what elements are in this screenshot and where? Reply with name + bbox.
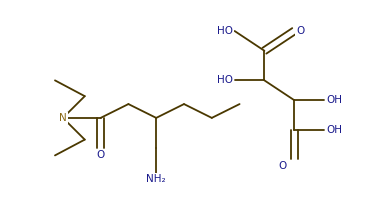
Text: O: O: [96, 150, 105, 160]
Text: HO: HO: [217, 26, 233, 36]
Text: OH: OH: [326, 125, 342, 135]
Text: N: N: [59, 113, 67, 123]
Text: O: O: [296, 26, 304, 36]
Text: HO: HO: [217, 75, 233, 85]
Text: O: O: [278, 161, 286, 171]
Text: NH₂: NH₂: [146, 174, 166, 184]
Text: OH: OH: [326, 95, 342, 105]
